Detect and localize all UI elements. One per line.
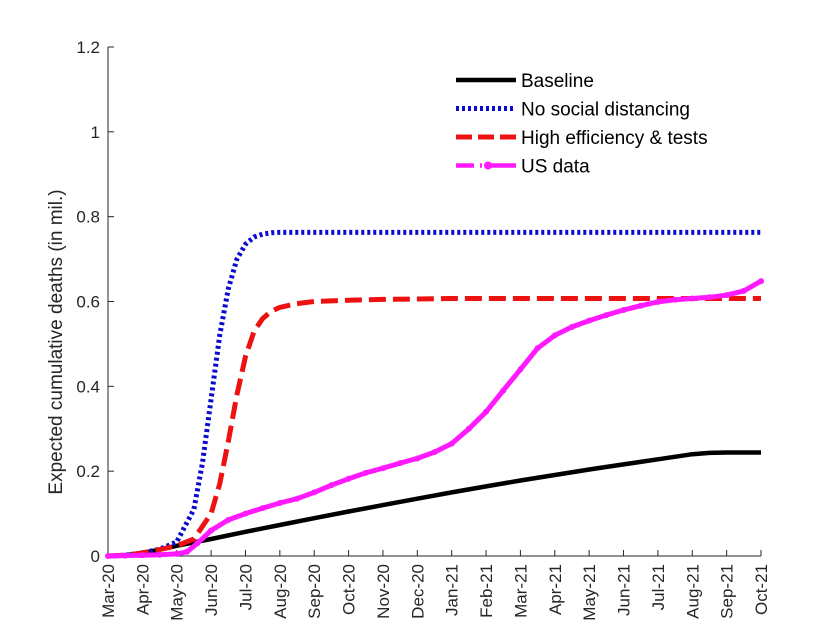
y-tick-label: 1.2 bbox=[76, 38, 100, 57]
x-tick-label: Jul-20 bbox=[236, 564, 255, 610]
series-point-us-data bbox=[620, 306, 627, 313]
series-point-us-data bbox=[483, 408, 490, 415]
x-tick-label: Jul-21 bbox=[649, 564, 668, 610]
series-point-us-data bbox=[637, 302, 644, 309]
series-point-us-data bbox=[194, 540, 201, 547]
legend-label-baseline: Baseline bbox=[521, 71, 594, 92]
series-point-us-data bbox=[139, 552, 146, 559]
legend: Baseline No social distancing High efficie… bbox=[456, 71, 708, 178]
x-tick-label: Jun-20 bbox=[202, 564, 221, 616]
x-tick-label: Feb-21 bbox=[477, 564, 496, 618]
x-tick-label: Apr-21 bbox=[546, 564, 565, 615]
x-tick-label: Mar-20 bbox=[99, 564, 118, 618]
series-point-us-data bbox=[534, 345, 541, 352]
x-tick-label: Apr-20 bbox=[133, 564, 152, 615]
y-tick-label: 0.2 bbox=[76, 462, 100, 481]
series-point-us-data bbox=[414, 455, 421, 462]
series-point-us-data bbox=[259, 505, 266, 512]
series-point-us-data bbox=[345, 475, 352, 482]
series-point-us-data bbox=[603, 312, 610, 319]
series-point-us-data bbox=[586, 317, 593, 324]
y-axis-label: Expected cumulative deaths (in mil.) bbox=[46, 189, 67, 494]
y-tick-label: 0.8 bbox=[76, 208, 100, 227]
x-tick-label: May-20 bbox=[168, 564, 187, 621]
legend-marker-us-data bbox=[484, 161, 492, 170]
x-tick-label: Oct-21 bbox=[752, 564, 771, 615]
series-point-us-data bbox=[379, 465, 386, 472]
x-tick-label: Sep-20 bbox=[305, 564, 324, 619]
x-tick-label: Oct-20 bbox=[340, 564, 359, 615]
series-point-us-data bbox=[465, 425, 472, 432]
series-point-us-data bbox=[654, 298, 661, 305]
series-point-us-data bbox=[105, 553, 111, 559]
series-line-baseline bbox=[107, 450, 761, 559]
series-point-us-data bbox=[242, 510, 249, 517]
series-line-us-data bbox=[105, 278, 764, 559]
series-point-us-data bbox=[276, 499, 283, 506]
series-point-us-data bbox=[431, 449, 438, 456]
series-point-us-data bbox=[500, 387, 507, 394]
x-tick-label: Sep-21 bbox=[718, 564, 737, 619]
series-point-us-data bbox=[122, 552, 129, 559]
series-point-us-data bbox=[294, 495, 301, 502]
axes: 0 0.2 0.4 0.6 0.8 1 1.2 Mar-20 Apr-20 May-20 Jun-2… bbox=[76, 38, 771, 621]
legend-label-high-efficiency-and-tests: High efficiency & tests bbox=[521, 128, 708, 149]
series-point-us-data bbox=[758, 278, 764, 285]
x-tick-label: Jan-21 bbox=[443, 564, 462, 616]
y-tick-label: 0.6 bbox=[76, 293, 100, 312]
series-point-us-data bbox=[672, 296, 679, 303]
x-tick-label: May-21 bbox=[580, 564, 599, 621]
series-point-us-data bbox=[706, 294, 713, 301]
series-point-us-data bbox=[156, 551, 163, 558]
x-tick-label: Mar-21 bbox=[511, 564, 530, 618]
series-line-no-social-distancing bbox=[107, 229, 761, 559]
y-tick-label: 1 bbox=[91, 123, 100, 142]
series-point-us-data bbox=[397, 460, 404, 467]
series-point-us-data bbox=[740, 287, 747, 294]
x-tick-label: Aug-21 bbox=[683, 564, 702, 619]
legend-label-us-data: US data bbox=[521, 157, 590, 178]
series-layer bbox=[105, 229, 764, 559]
y-tick-label: 0.4 bbox=[76, 377, 100, 396]
series-point-us-data bbox=[362, 469, 369, 476]
legend-label-no-social-distancing: No social distancing bbox=[521, 100, 690, 121]
series-point-us-data bbox=[328, 482, 335, 489]
series-point-us-data bbox=[448, 440, 455, 447]
series-point-us-data bbox=[517, 366, 524, 373]
series-point-us-data bbox=[225, 516, 232, 523]
series-point-us-data bbox=[184, 548, 191, 555]
series-point-us-data bbox=[689, 295, 696, 302]
x-tick-label: Nov-20 bbox=[374, 564, 393, 619]
series-point-us-data bbox=[723, 292, 730, 299]
x-tick-label: Jun-21 bbox=[615, 564, 634, 616]
series-line-high-efficiency-and-tests bbox=[107, 296, 761, 559]
series-point-us-data bbox=[568, 323, 575, 330]
x-tick-label: Dec-20 bbox=[408, 564, 427, 619]
y-tick-label: 0 bbox=[91, 547, 100, 566]
x-tick-label: Aug-20 bbox=[271, 564, 290, 619]
series-point-us-data bbox=[208, 527, 215, 534]
series-point-us-data bbox=[311, 489, 318, 496]
series-point-us-data bbox=[551, 332, 558, 339]
series-point-us-data bbox=[173, 550, 180, 557]
